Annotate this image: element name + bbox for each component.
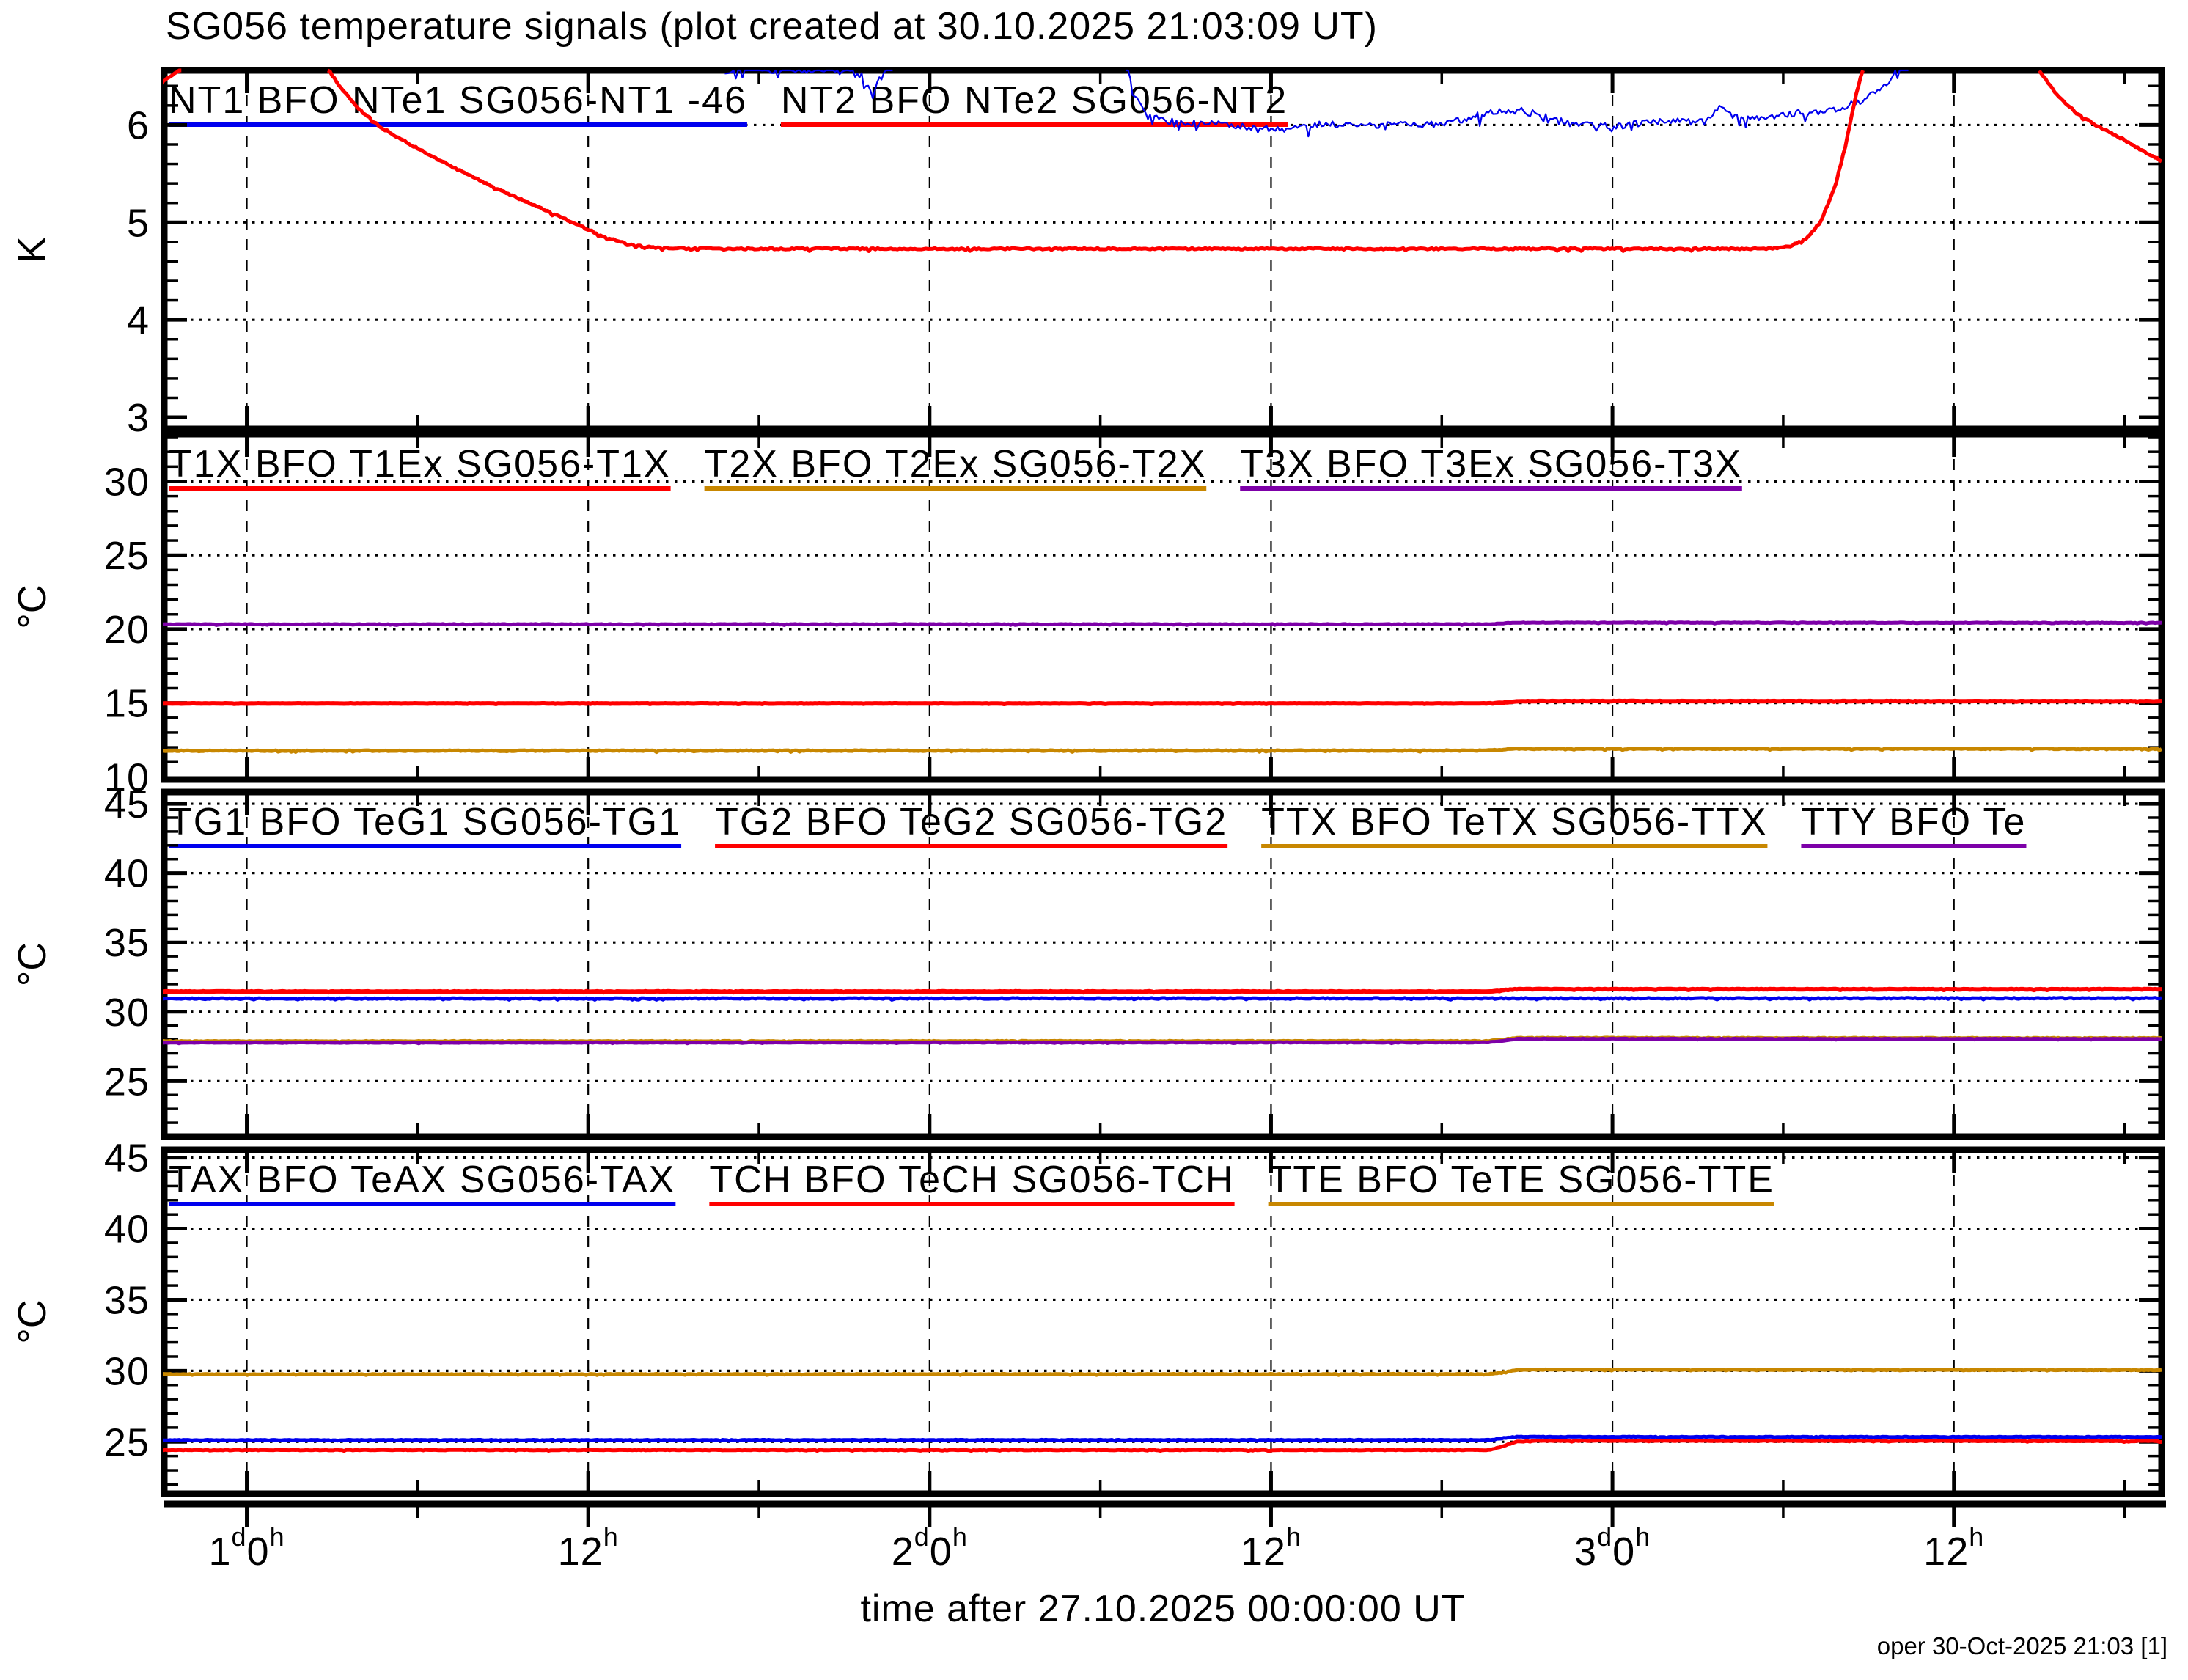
y-tick-label: 5 <box>127 201 150 245</box>
y-tick-label: 25 <box>104 1060 150 1104</box>
panel-helium-levels-legend: NT1 BFO NTe1 SG056-NT1 -46 NT2 BFO NTe2 S… <box>169 79 1288 127</box>
panel-sensor-temperatures-x-frame <box>161 430 2165 783</box>
series-T1X <box>163 698 2162 706</box>
panel-gradient-and-table-temperatures-grid <box>164 796 2162 1132</box>
series-TG2 <box>163 986 2162 995</box>
y-tick-label: 40 <box>104 1208 150 1252</box>
legend-label-T1X: T1X BFO T1Ex SG056-T1X <box>169 443 671 485</box>
y-tick-label: 30 <box>104 1349 150 1393</box>
series-T3X <box>163 620 2162 627</box>
panel-sensor-temperatures-x-series <box>163 620 2163 755</box>
series-NT1 <box>1126 69 1909 138</box>
series-NT2 <box>163 68 182 85</box>
panel-sensor-temperatures-x-legend: T1X BFO T1Ex SG056-T1X T2X BFO T2Ex SG056… <box>169 443 1742 491</box>
panel-auxiliary-temperatures-legend: TAX BFO TeAX SG056-TAX TCH BFO TeCH SG056… <box>169 1159 1774 1206</box>
legend-label-TG2: TG2 BFO TeG2 SG056-TG2 <box>715 801 1227 843</box>
x-tick-label: 2d0h <box>892 1522 968 1574</box>
panel-gradient-and-table-temperatures-series <box>163 986 2162 1046</box>
x-tick-label: 12h <box>1923 1522 1984 1574</box>
y-tick-label: 25 <box>104 1420 150 1464</box>
series-TCH <box>163 1439 2162 1453</box>
y-axis-unit: °C <box>10 942 54 987</box>
y-tick-label: 45 <box>104 1137 150 1181</box>
legend-label-TTX: TTX BFO TeTX SG056-TTX <box>1261 801 1767 843</box>
series-TAX <box>163 1434 2162 1443</box>
x-axis-title: time after 27.10.2025 00:00:00 UT <box>860 1588 1466 1630</box>
x-tick-label: 12h <box>558 1522 619 1574</box>
series-NT1 <box>724 69 893 100</box>
panel-gradient-and-table-temperatures-legend: TG1 BFO TeG1 SG056-TG1 TG2 BFO TeG2 SG056… <box>169 801 2027 848</box>
y-axis-unit: °C <box>10 584 54 629</box>
panel-auxiliary-temperatures: TAX BFO TeAX SG056-TAX TCH BFO TeCH SG056… <box>10 1137 2165 1497</box>
x-tick-label: 12h <box>1241 1522 1302 1574</box>
legend-label-TCH: TCH BFO TeCH SG056-TCH <box>709 1159 1234 1201</box>
panel-helium-levels-series <box>163 68 2163 253</box>
series-TTE <box>163 1367 2162 1377</box>
y-tick-label: 4 <box>127 298 150 342</box>
panel-helium-levels: NT1 BFO NTe1 SG056-NT1 -46 NT2 BFO NTe2 S… <box>10 67 2165 440</box>
panel-auxiliary-temperatures-frame <box>161 1146 2165 1497</box>
legend-label-TAX: TAX BFO TeAX SG056-TAX <box>169 1159 675 1201</box>
y-tick-label: 20 <box>104 608 150 652</box>
x-tick-label: 1d0h <box>208 1522 284 1574</box>
y-tick-label: 35 <box>104 1278 150 1322</box>
y-tick-label: 25 <box>104 534 150 578</box>
y-tick-label: 10 <box>104 755 150 799</box>
legend-label-T3X: T3X BFO T3Ex SG056-T3X <box>1240 443 1742 485</box>
y-tick-label: 3 <box>127 396 150 440</box>
y-tick-label: 45 <box>104 782 150 826</box>
y-tick-label: 30 <box>104 460 150 504</box>
series-T2X <box>163 747 2163 755</box>
series-NT2 <box>326 68 1865 253</box>
panel-helium-levels-frame <box>161 67 2165 433</box>
panel-auxiliary-temperatures-series <box>163 1367 2162 1453</box>
legend-label-TTE: TTE BFO TeTE SG056-TTE <box>1269 1159 1774 1201</box>
y-axis-unit: °C <box>10 1299 54 1344</box>
y-axis-unit: K <box>10 236 54 263</box>
y-tick-label: 35 <box>104 921 150 965</box>
panel-gradient-and-table-temperatures: TG1 BFO TeG1 SG056-TG1 TG2 BFO TeG2 SG056… <box>10 782 2165 1140</box>
series-NT2 <box>2038 69 2163 164</box>
y-tick-label: 15 <box>104 682 150 726</box>
x-tick-label: 3d0h <box>1574 1522 1651 1574</box>
y-tick-label: 40 <box>104 852 150 896</box>
x-axis: 1d0h 12h 2d0h 12h 3d0h 12h <box>164 1500 2166 1574</box>
legend-label-T2X: T2X BFO T2Ex SG056-T2X <box>705 443 1207 485</box>
footer-credit: oper 30-Oct-2025 21:03 [1] <box>1876 1632 2167 1659</box>
chart-title: SG056 temperature signals (plot created … <box>166 5 1378 48</box>
series-TG1 <box>163 996 2162 1002</box>
legend-label-TG1: TG1 BFO TeG1 SG056-TG1 <box>169 801 681 843</box>
y-tick-label: 6 <box>127 103 150 147</box>
y-tick-label: 30 <box>104 991 150 1035</box>
panel-sensor-temperatures-x: T1X BFO T1Ex SG056-T1X T2X BFO T2Ex SG056… <box>10 430 2165 799</box>
series-TTY <box>163 1036 2162 1046</box>
legend-label-NT1: NT1 BFO NTe1 SG056-NT1 -46 <box>169 79 747 122</box>
panel-gradient-and-table-temperatures-frame <box>161 788 2165 1140</box>
legend-label-NT2: NT2 BFO NTe2 SG056-NT2 <box>781 79 1288 122</box>
legend-label-TTY: TTY BFO Te <box>1801 801 2026 843</box>
